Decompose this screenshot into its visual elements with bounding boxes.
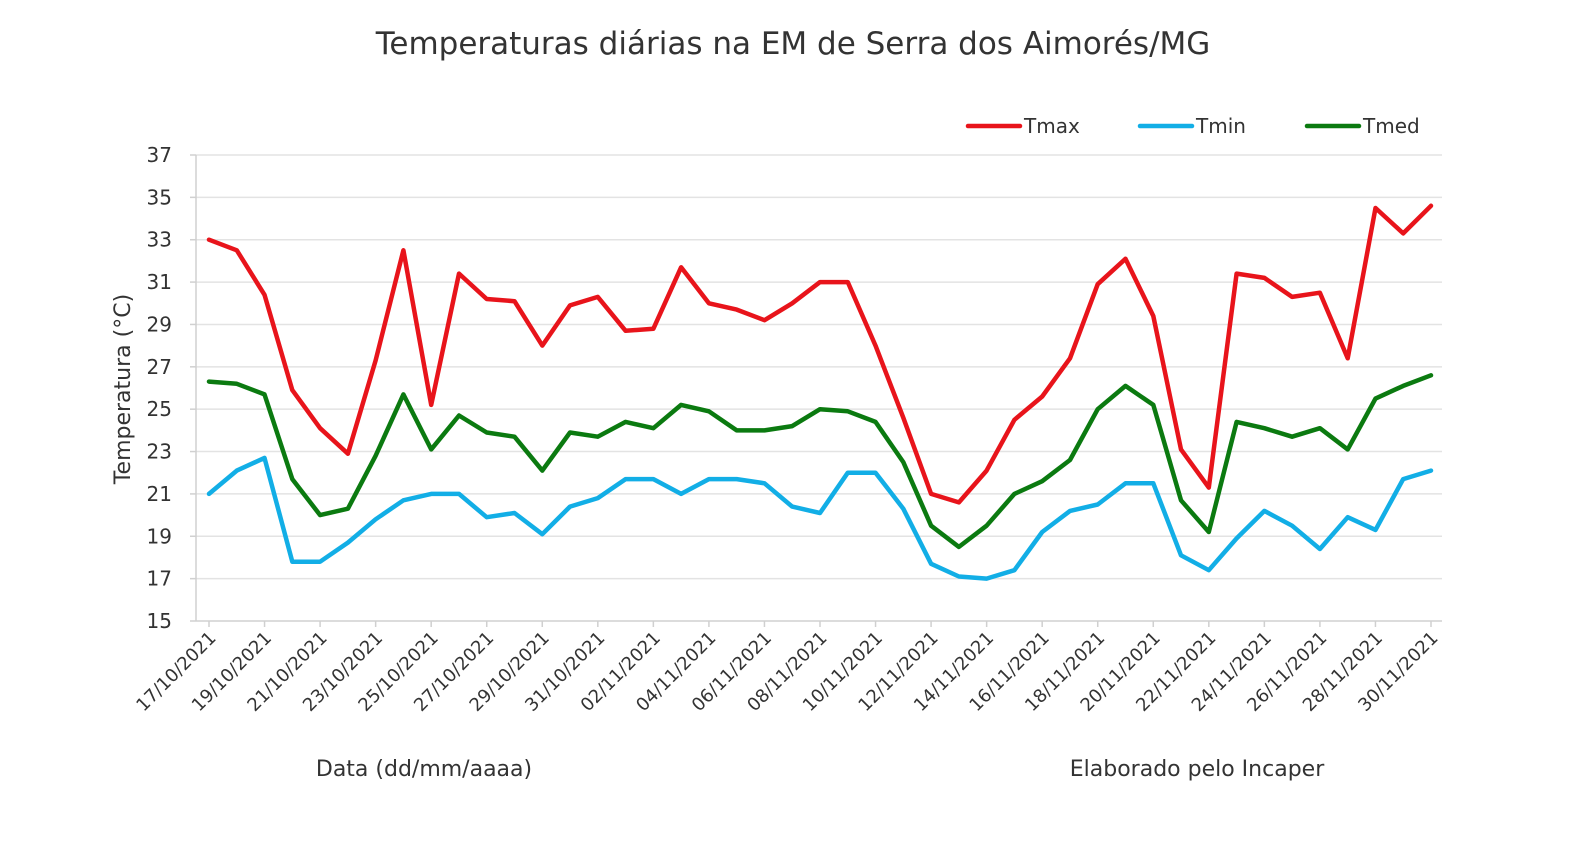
y-tick-label: 29 xyxy=(147,312,172,336)
series-line-tmed xyxy=(206,373,1434,550)
series-line-tmax xyxy=(206,203,1434,505)
series-lines xyxy=(206,203,1434,581)
y-tick-label: 37 xyxy=(147,143,172,167)
chart-title: Temperaturas diárias na EM de Serra dos … xyxy=(375,26,1211,62)
legend-label-tmed: Tmed xyxy=(1362,114,1420,138)
y-tick-label: 23 xyxy=(147,440,172,464)
source-note: Elaborado pelo Incaper xyxy=(1070,757,1325,782)
gridlines xyxy=(196,154,1442,580)
y-tick-label: 31 xyxy=(147,270,172,294)
legend: Tmax Tmin Tmed xyxy=(965,114,1420,138)
y-tick-label: 17 xyxy=(147,567,172,591)
series-line-tmin xyxy=(206,455,1434,581)
y-axis-label: Temperatura (°C) xyxy=(111,294,136,485)
legend-label-tmax: Tmax xyxy=(1023,114,1080,138)
legend-label-tmin: Tmin xyxy=(1195,114,1246,138)
y-tick-label: 25 xyxy=(147,397,172,421)
y-tick-label: 35 xyxy=(147,185,172,209)
x-axis-label: Data (dd/mm/aaaa) xyxy=(316,757,532,782)
y-tick-label: 27 xyxy=(147,355,172,379)
y-tick-label: 33 xyxy=(147,228,172,252)
y-tick-label: 15 xyxy=(147,609,172,633)
y-tick-label: 21 xyxy=(147,482,172,506)
y-tick-label: 19 xyxy=(147,524,172,548)
axes xyxy=(190,154,1442,627)
y-tick-labels: 15 17 19 21 23 25 27 29 31 33 35 37 xyxy=(147,143,172,633)
